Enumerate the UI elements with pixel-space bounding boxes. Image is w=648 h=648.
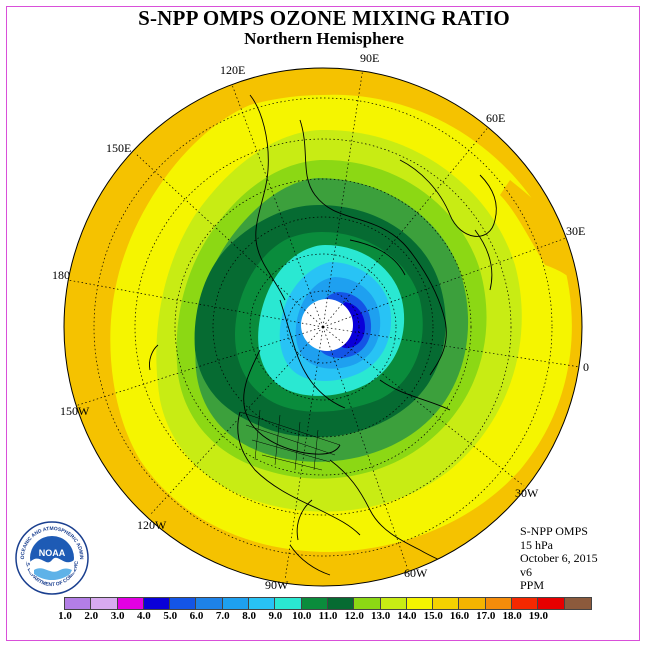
color-scale-swatch [301, 598, 328, 609]
color-scale-tick-label: 8.0 [242, 610, 256, 622]
color-scale-bar [64, 597, 592, 610]
lon-label-0: 0 [583, 360, 589, 374]
map-subtitle: Northern Hemisphere [244, 29, 404, 48]
color-scale-swatch [196, 598, 223, 609]
noaa-logo: NATIONAL OCEANIC AND ATMOSPHERIC ADMINIS… [14, 520, 89, 595]
color-scale-swatch [354, 598, 381, 609]
lon-label-60e: 60E [486, 111, 506, 125]
color-scale-swatch [485, 598, 513, 609]
info-units: PPM [520, 578, 545, 592]
color-scale-swatch [170, 598, 197, 609]
color-scale-swatch [249, 598, 276, 609]
color-scale-swatch [65, 598, 92, 609]
lon-label-60w: 60W [404, 566, 428, 580]
color-scale-tick-label: 11.0 [318, 610, 338, 622]
color-scale-swatch [564, 598, 591, 609]
polar-night-dots [314, 305, 339, 337]
info-level: 15 hPa [520, 537, 553, 552]
color-scale-swatch [459, 598, 486, 609]
lon-label-30w: 30W [515, 486, 539, 500]
color-scale-swatch [380, 598, 407, 609]
color-scale-tick-label: 14.0 [397, 610, 417, 622]
color-scale-swatch [117, 598, 144, 609]
color-scale-tick-label: 6.0 [189, 610, 204, 622]
lon-label-150e: 150E [106, 141, 132, 155]
color-scale-swatch [91, 598, 118, 609]
color-scale-ticks: 1.0 2.0 3.0 4.0 5.0 6.0 7.0 8.0 9.0 10.0 11.0 12.0 1… [0, 610, 648, 626]
product-info: S-NPP OMPS 15 hPa October 6, 2015 v6 PPM [520, 524, 598, 593]
meridians [67, 68, 581, 581]
color-scale-swatch [327, 598, 355, 609]
color-scale-tick-label: 19.0 [528, 610, 549, 622]
color-scale-swatch [275, 598, 302, 609]
color-scale-tick-label: 13.0 [370, 610, 391, 622]
color-scale-tick-label: 2.0 [84, 610, 99, 622]
color-scale-tick-label: 7.0 [215, 610, 230, 622]
lon-label-90e: 90E [360, 51, 380, 65]
color-scale-tick-label: 4.0 [137, 610, 151, 622]
polar-night-no-data [301, 299, 353, 351]
map-title: S-NPP OMPS OZONE MIXING RATIO [138, 6, 510, 30]
lon-label-150w: 150W [60, 404, 90, 418]
info-date: October 6, 2015 [520, 551, 598, 565]
political-boundaries [239, 409, 341, 471]
lon-label-180: 180 [52, 268, 70, 282]
color-scale-swatch [538, 598, 565, 609]
color-scale-tick-label: 17.0 [476, 610, 496, 622]
color-scale-tick-label: 10.0 [292, 610, 312, 622]
page-frame [6, 6, 640, 641]
color-scale-tick-label: 1.0 [58, 610, 72, 622]
color-scale-tick-label: 5.0 [163, 610, 178, 622]
color-scale-swatch [143, 598, 171, 609]
lon-label-90w: 90W [265, 578, 289, 592]
latitude-circles [93, 97, 553, 557]
info-instrument: S-NPP OMPS [520, 524, 588, 538]
color-scale-swatch [512, 598, 539, 609]
color-scale-tick-label: 15.0 [423, 610, 443, 622]
color-scale-tick-label: 18.0 [502, 610, 522, 622]
lon-label-120e: 120E [220, 63, 246, 77]
color-scale-swatch [222, 598, 250, 609]
color-scale-tick-label: 9.0 [268, 610, 283, 622]
color-scale-swatch [406, 598, 434, 609]
color-scale-tick-label: 12.0 [344, 610, 364, 622]
map-border [63, 67, 583, 587]
color-scale-tick-label: 16.0 [449, 610, 470, 622]
lon-label-120w: 120W [137, 518, 167, 532]
color-scale-tick-label: 3.0 [110, 610, 125, 622]
band-outer-right [500, 180, 582, 300]
info-version: v6 [520, 564, 532, 579]
lon-label-30e: 30E [566, 224, 586, 238]
svg-text:NOAA: NOAA [39, 548, 66, 558]
color-scale-swatch [433, 598, 460, 609]
